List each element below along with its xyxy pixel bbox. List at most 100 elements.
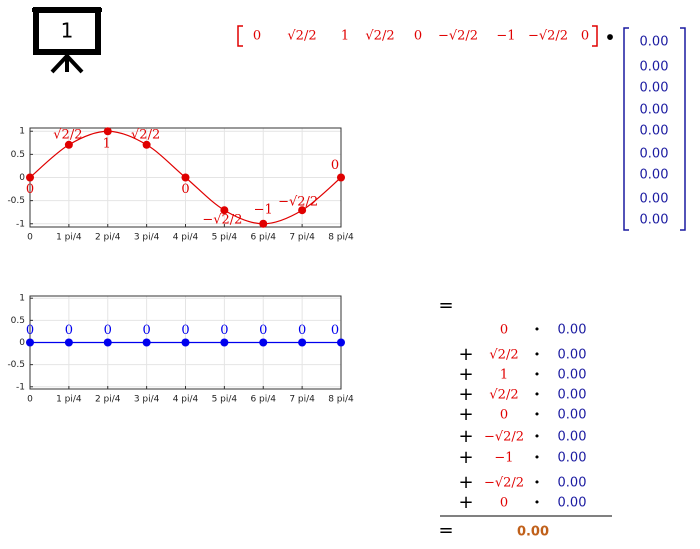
term-b: 0.00 — [558, 408, 587, 423]
data-label: 0 — [26, 323, 34, 338]
x-tick-label: 1 pi/4 — [56, 233, 82, 243]
point — [298, 338, 307, 347]
term-a: −1 — [494, 451, 513, 466]
x-tick-label: 6 pi/4 — [250, 395, 276, 405]
data-label: 1 — [103, 137, 111, 152]
column-entry: 0.00 — [640, 35, 669, 50]
term-dot: • — [534, 323, 541, 336]
column-entry: 0.00 — [640, 60, 669, 75]
point — [220, 206, 229, 215]
data-label: 0 — [259, 323, 267, 338]
term-dot: • — [534, 368, 541, 381]
plus: + — [458, 384, 473, 405]
x-tick-label: 4 pi/4 — [173, 395, 199, 405]
term-b: 0.00 — [558, 496, 587, 511]
point — [337, 338, 345, 347]
point — [181, 173, 190, 182]
point — [142, 140, 151, 149]
data-label: 0 — [298, 323, 306, 338]
point — [337, 173, 345, 182]
dot-operator: • — [604, 26, 616, 50]
equals: = — [438, 520, 453, 541]
y-tick-label: 0 — [19, 338, 25, 348]
x-tick-label: 6 pi/4 — [250, 233, 276, 243]
data-label: 0 — [65, 323, 73, 338]
column-entry: 0.00 — [640, 192, 669, 207]
row-entry: −√2/2 — [438, 29, 478, 44]
term-dot: • — [534, 430, 541, 443]
plus: + — [458, 447, 473, 468]
term-b: 0.00 — [558, 430, 587, 445]
x-tick-label: 4 pi/4 — [173, 233, 199, 243]
column-bracket — [623, 27, 686, 231]
x-tick-label: 8 pi/4 — [328, 395, 354, 405]
data-label: 0 — [220, 323, 228, 338]
point — [26, 173, 34, 182]
term-a: −√2/2 — [484, 476, 524, 491]
presentation-icon — [32, 7, 102, 74]
column-entry: 0.00 — [640, 103, 669, 118]
term-a: 0 — [500, 323, 508, 338]
data-label: −√2/2 — [202, 213, 242, 228]
row-entry: √2/2 — [365, 29, 394, 44]
point — [298, 206, 307, 215]
point — [181, 338, 190, 347]
data-label: √2/2 — [131, 127, 160, 142]
y-tick-label: -1 — [16, 382, 25, 392]
x-tick-label: 5 pi/4 — [212, 233, 238, 243]
term-b: 0.00 — [558, 368, 587, 383]
column-entry: 0.00 — [640, 124, 669, 139]
point — [220, 338, 229, 347]
term-a: 0 — [500, 408, 508, 423]
x-tick-label: 8 pi/4 — [328, 233, 354, 243]
y-tick-label: -0.5 — [7, 360, 25, 370]
term-b: 0.00 — [558, 476, 587, 491]
plus: + — [458, 426, 473, 447]
term-dot: • — [534, 476, 541, 489]
x-tick-label: 1 pi/4 — [56, 395, 82, 405]
row-entry: 0 — [414, 29, 422, 44]
point — [64, 338, 73, 347]
y-tick-label: -1 — [16, 219, 25, 229]
data-label: 0 — [331, 158, 339, 173]
plus: + — [458, 492, 473, 513]
term-dot: • — [534, 496, 541, 509]
data-label: 0 — [104, 323, 112, 338]
term-b: 0.00 — [558, 451, 587, 466]
y-tick-label: 1 — [19, 127, 25, 137]
point — [103, 338, 112, 347]
row-entry: 0 — [253, 29, 261, 44]
column-entry: 0.00 — [640, 81, 669, 96]
term-a: −√2/2 — [484, 430, 524, 445]
data-label: √2/2 — [53, 127, 82, 142]
term-dot: • — [534, 408, 541, 421]
row-entry: 0 — [581, 29, 589, 44]
icon-label: 1 — [61, 19, 74, 43]
term-dot: • — [534, 451, 541, 464]
equals: = — [438, 295, 453, 316]
term-b: 0.00 — [558, 388, 587, 403]
y-tick-label: -0.5 — [7, 196, 25, 206]
x-tick-label: 3 pi/4 — [134, 233, 160, 243]
term-a: √2/2 — [489, 388, 518, 403]
point — [142, 338, 151, 347]
column-entry: 0.00 — [640, 147, 669, 162]
term-a: 1 — [500, 368, 508, 383]
x-tick-label: 0 — [27, 233, 33, 243]
x-tick-label: 7 pi/4 — [289, 233, 315, 243]
row-bracket — [237, 25, 598, 47]
data-label: −1 — [254, 202, 273, 217]
data-label: 0 — [142, 323, 150, 338]
point — [26, 338, 34, 347]
plus: + — [458, 404, 473, 425]
result: 0.00 — [517, 525, 549, 540]
data-label: 0 — [181, 323, 189, 338]
data-label: 0 — [331, 323, 339, 338]
plus: + — [458, 472, 473, 493]
x-tick-label: 3 pi/4 — [134, 395, 160, 405]
x-tick-label: 2 pi/4 — [95, 395, 121, 405]
point — [103, 127, 112, 136]
point — [259, 338, 268, 347]
row-entry: −√2/2 — [528, 29, 568, 44]
